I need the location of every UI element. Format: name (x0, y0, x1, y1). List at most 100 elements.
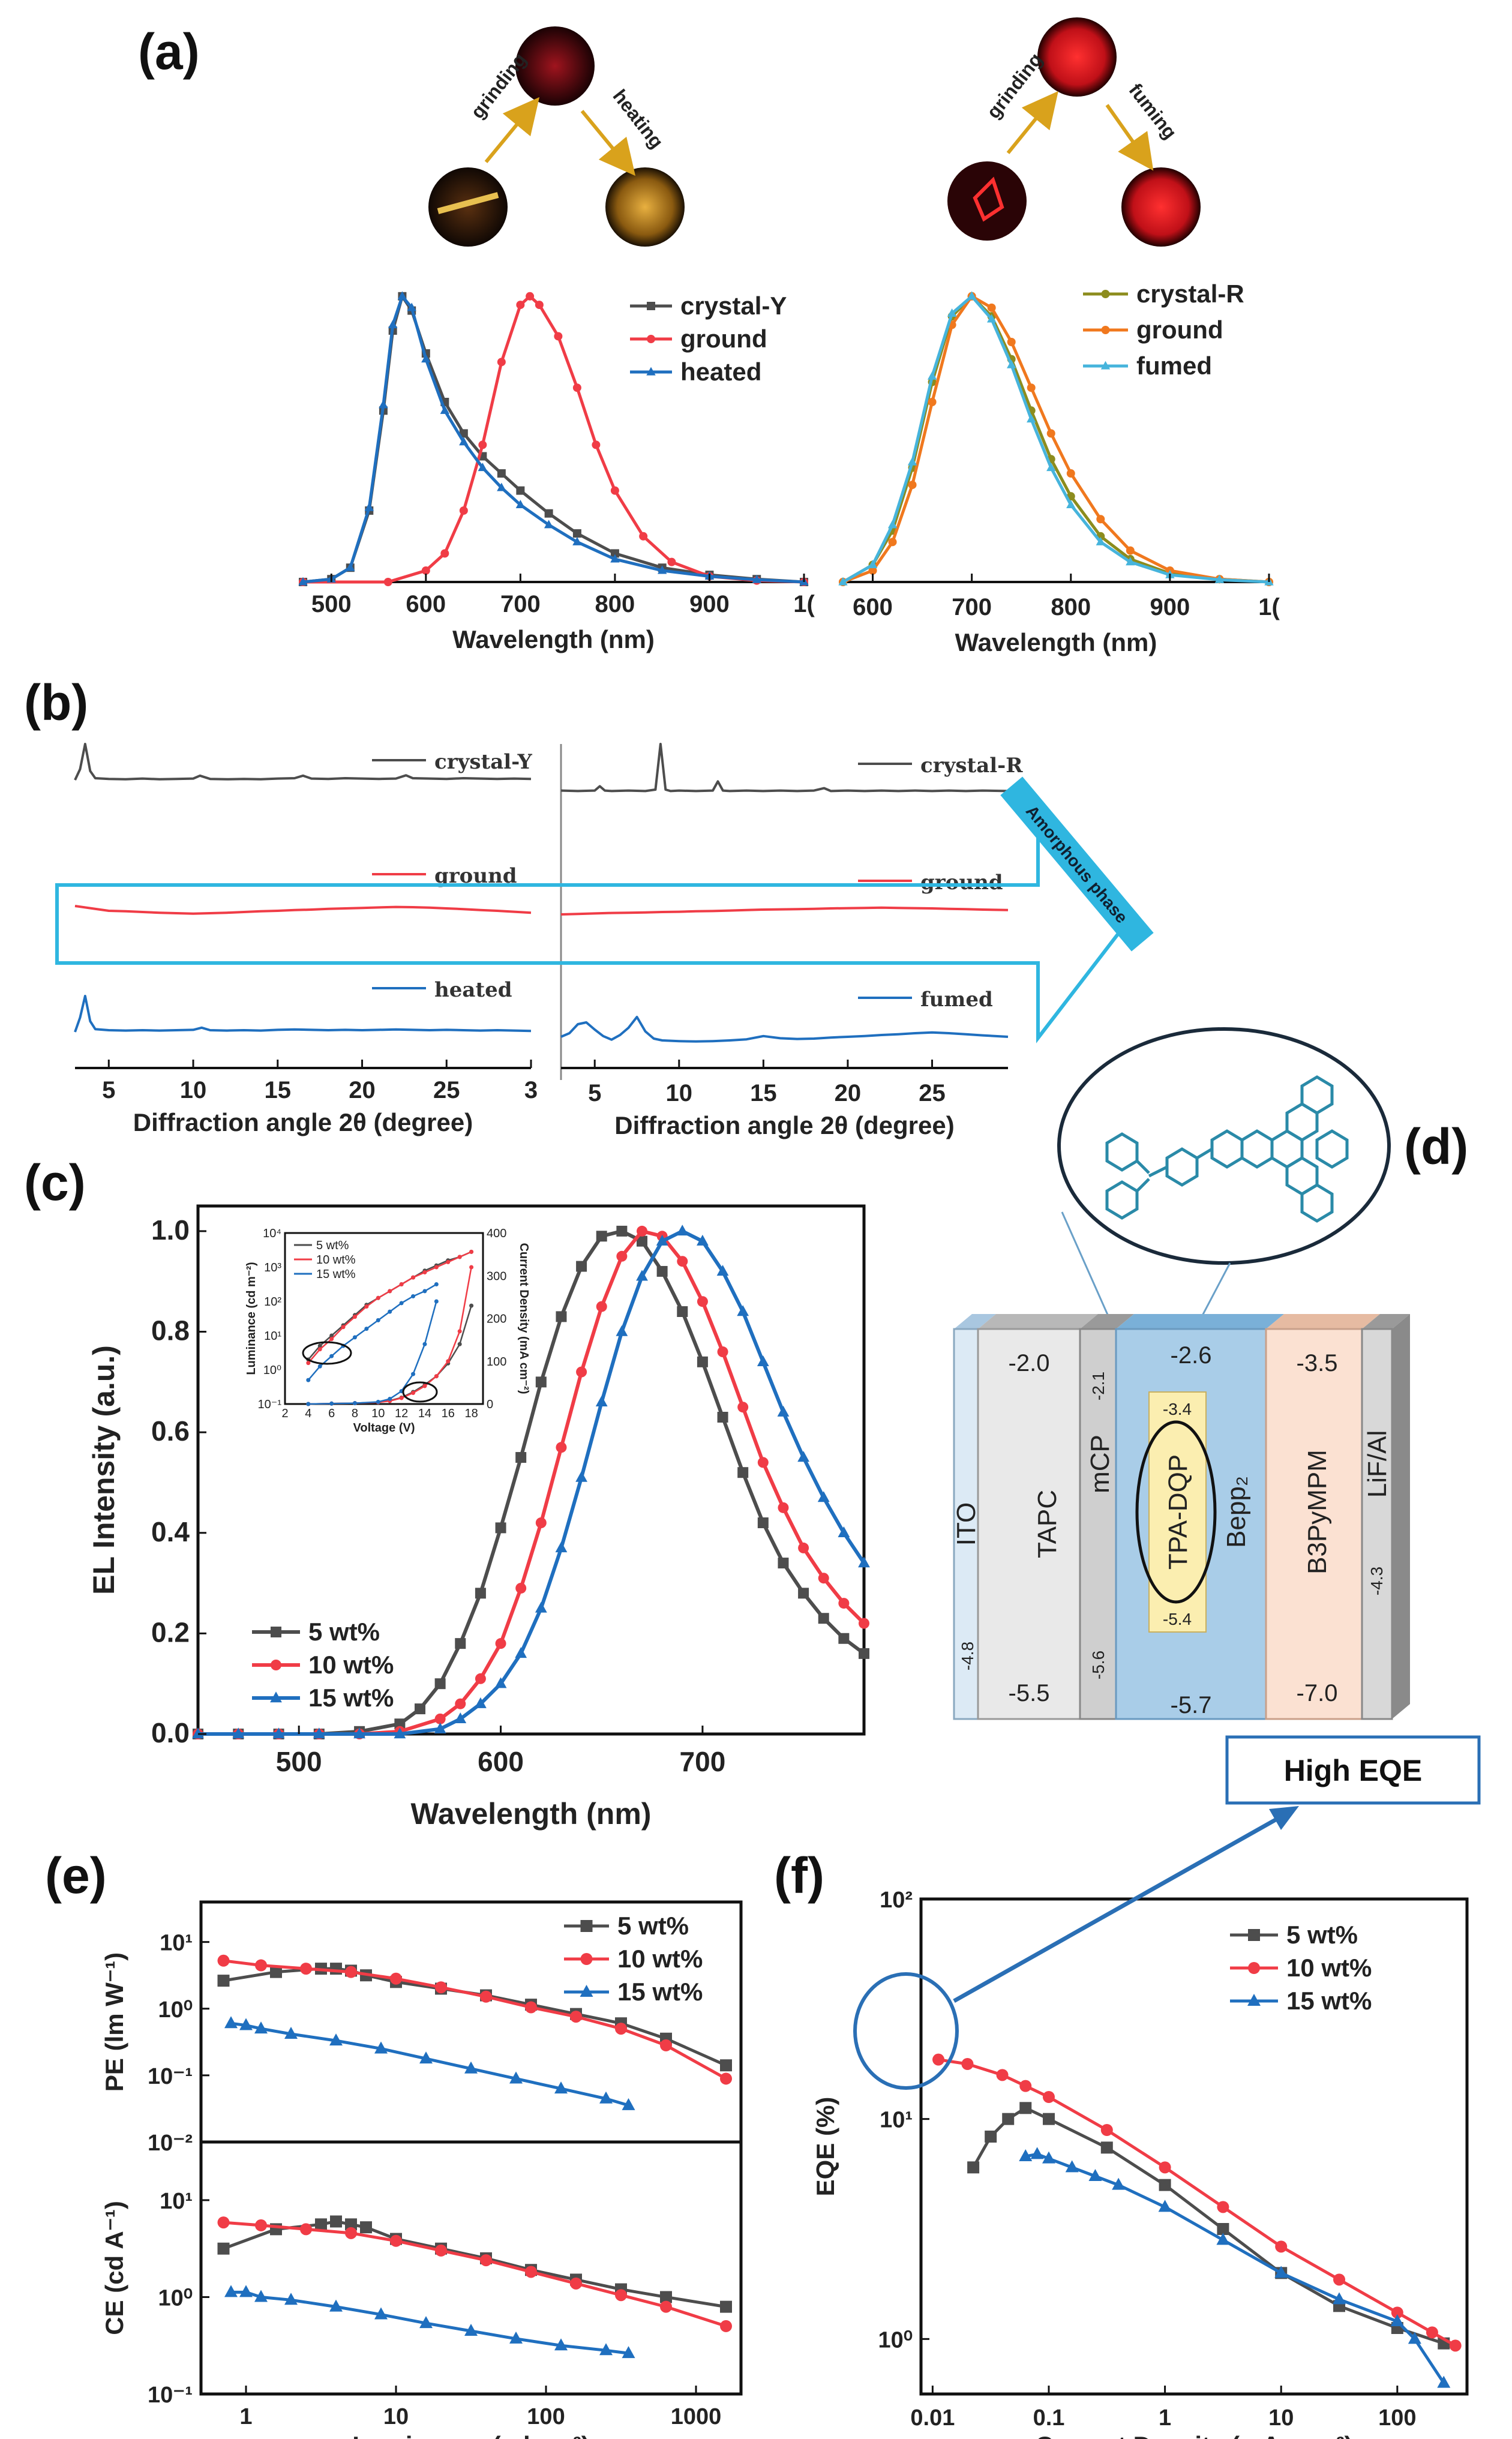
e-top-series-1-point-2 (300, 1963, 312, 1975)
level-bepp-top: -2.6 (1171, 1342, 1212, 1369)
e-bottom-series-2-point-3 (284, 2293, 298, 2305)
c-series-2-point-20 (716, 1265, 729, 1276)
a-left-series-1-point-13 (610, 486, 619, 495)
c-series-2-point-17 (656, 1234, 668, 1246)
c-inset-series-1-point-14 (469, 1249, 474, 1254)
c-inset-series-5-point-1 (329, 1401, 334, 1406)
c-series-0-point-7 (434, 1678, 446, 1690)
b-left-xtick-label-4: 25 (433, 1077, 460, 1103)
e-bottom-series-1-point-2 (300, 2223, 312, 2236)
c-series-1-point-20 (717, 1346, 728, 1358)
e-top-series-1-point-1 (255, 1959, 267, 1972)
c-series-0-point-14 (576, 1261, 587, 1272)
e-bottom-series-2-point-10 (599, 2343, 613, 2356)
e-top-legend-label-1: 10 wt% (617, 1945, 703, 1973)
callout-arrow (953, 1813, 1285, 2003)
f-series-1-point-7 (1217, 2201, 1229, 2213)
e-top-legend-marker-2 (580, 1985, 593, 1997)
c-series-1-point-10 (515, 1582, 527, 1594)
panel-label-a: (a) (138, 23, 200, 80)
a-left-series-2-point-5 (388, 320, 398, 329)
callout-label: High EQE (1284, 1754, 1423, 1787)
e-bottom-series-0-point-0 (217, 2242, 230, 2255)
a-right-legend-label-2: fumed (1136, 352, 1212, 380)
chart-a-left: 500 600 700 800 900 1(Wavelength (nm) crystal-… (298, 291, 815, 653)
a-right-legend-marker-1 (1101, 326, 1110, 334)
c-inset-series-5-point-3 (376, 1399, 380, 1404)
layer-tapc-top (978, 1314, 1098, 1329)
bond-n2 (1136, 1178, 1150, 1192)
e-top-series-0-point-1 (270, 1966, 282, 1978)
f-xtick-label-3: 10 (1268, 2405, 1294, 2431)
e-top-series-1-point-6 (480, 1990, 492, 2003)
c-legend-label-0: 5 wt% (308, 1618, 380, 1646)
a-left-series-0-point-15 (572, 529, 581, 538)
c-series-0-point-20 (697, 1356, 708, 1367)
c-ytick-label-4: 0.8 (151, 1315, 190, 1346)
level-b3-top: -3.5 (1297, 1350, 1338, 1376)
c-inset-series-5-point-7 (422, 1342, 427, 1346)
a-left-series-2-point-12 (497, 482, 506, 491)
c-inset-series-5-point-4 (388, 1396, 392, 1401)
e-top-series-1-point-5 (435, 1981, 447, 1994)
c-series-1-point-22 (757, 1457, 769, 1468)
a-left-series-2-point-10 (459, 437, 469, 446)
c-inset-ytick-label-4: 10³ (264, 1261, 281, 1274)
a-left-series-1-point-8 (526, 292, 535, 301)
c-series-2-line (198, 1229, 866, 1736)
c-xtick-label-2: 700 (680, 1746, 726, 1777)
panel-label-c: (c) (24, 1154, 86, 1211)
a-right-series-2-point-8 (1006, 359, 1016, 368)
f-legend-marker-0 (1248, 1929, 1260, 1941)
a-right-series-1-point-7 (987, 303, 996, 312)
amorphous-arrow-tag-bg (1000, 776, 1154, 952)
a-left-series-2-point-8 (421, 354, 431, 363)
e-bottom-series-1-point-8 (570, 2277, 582, 2290)
c-ytick-label-2: 0.4 (151, 1516, 190, 1547)
a-left-xtick-label-4: 900 (689, 591, 730, 617)
c-inset-highlight-left (302, 1341, 352, 1365)
a-right-series-2-point-10 (1046, 463, 1056, 472)
c-inset-series-1-point-11 (434, 1265, 439, 1270)
arrow-grinding-left (484, 97, 540, 163)
c-series-1-point-14 (596, 1301, 607, 1312)
c-inset-series-4-point-8 (434, 1374, 439, 1379)
c-inset-xtick-label-0: 2 (281, 1407, 288, 1420)
c-series-0-point-9 (475, 1588, 486, 1599)
b-right-series-0-line (560, 743, 1009, 793)
e-top-ytick-label-3: 10¹ (160, 1931, 193, 1956)
e-bottom-series-1-point-11 (720, 2320, 732, 2332)
c-series-1-point-18 (677, 1256, 688, 1267)
b-right-xtick-label-3: 20 (835, 1080, 862, 1106)
f-series-2-point-2 (1042, 2151, 1055, 2164)
b-left-xtick-label-5: 3 (524, 1077, 538, 1103)
panel-f: (f) 0.01 0.1 1 10 100 10⁰ 10¹ 10² Current Densit… (774, 1806, 1469, 2439)
a-right-legend-marker-2 (1100, 361, 1111, 370)
c-inset-ytick-label-3: 10² (264, 1295, 281, 1309)
c-series-2-point-18 (676, 1225, 689, 1236)
a-left-series-1-point-7 (516, 301, 525, 310)
a-left-xlabel: Wavelength (nm) (452, 625, 655, 653)
c-legend-label-2: 15 wt% (308, 1684, 394, 1712)
f-series-1-point-0 (932, 2053, 945, 2066)
ring-q7 (1300, 1183, 1334, 1223)
c-series-1-point-24 (798, 1542, 809, 1553)
e-bottom-series-2-point-0 (224, 2285, 238, 2297)
a-left-series-1-point-2 (421, 566, 430, 575)
f-series-0-point-7 (1217, 2223, 1229, 2235)
e-bottom-xtick-label-1: 10 (383, 2404, 409, 2429)
c-series-2-point-1 (232, 1727, 245, 1739)
e-top-series-2-point-5 (374, 2041, 388, 2054)
c-series-0-point-11 (515, 1452, 527, 1463)
molecule-structure (1105, 1075, 1349, 1223)
c-inset-series-2-point-1 (317, 1364, 322, 1369)
a-right-xtick-label-0: 600 (853, 594, 893, 620)
a-right-series-2-point-7 (986, 314, 997, 323)
c-series-0-point-23 (757, 1517, 769, 1528)
label-grinding-right: grinding (982, 49, 1046, 122)
f-ytick-label-1: 10¹ (880, 2108, 913, 2133)
level-ito: -4.8 (958, 1642, 977, 1670)
c-series-1-point-13 (576, 1366, 587, 1378)
ring-q8 (1315, 1129, 1349, 1169)
f-series-2-point-3 (1065, 2160, 1079, 2173)
